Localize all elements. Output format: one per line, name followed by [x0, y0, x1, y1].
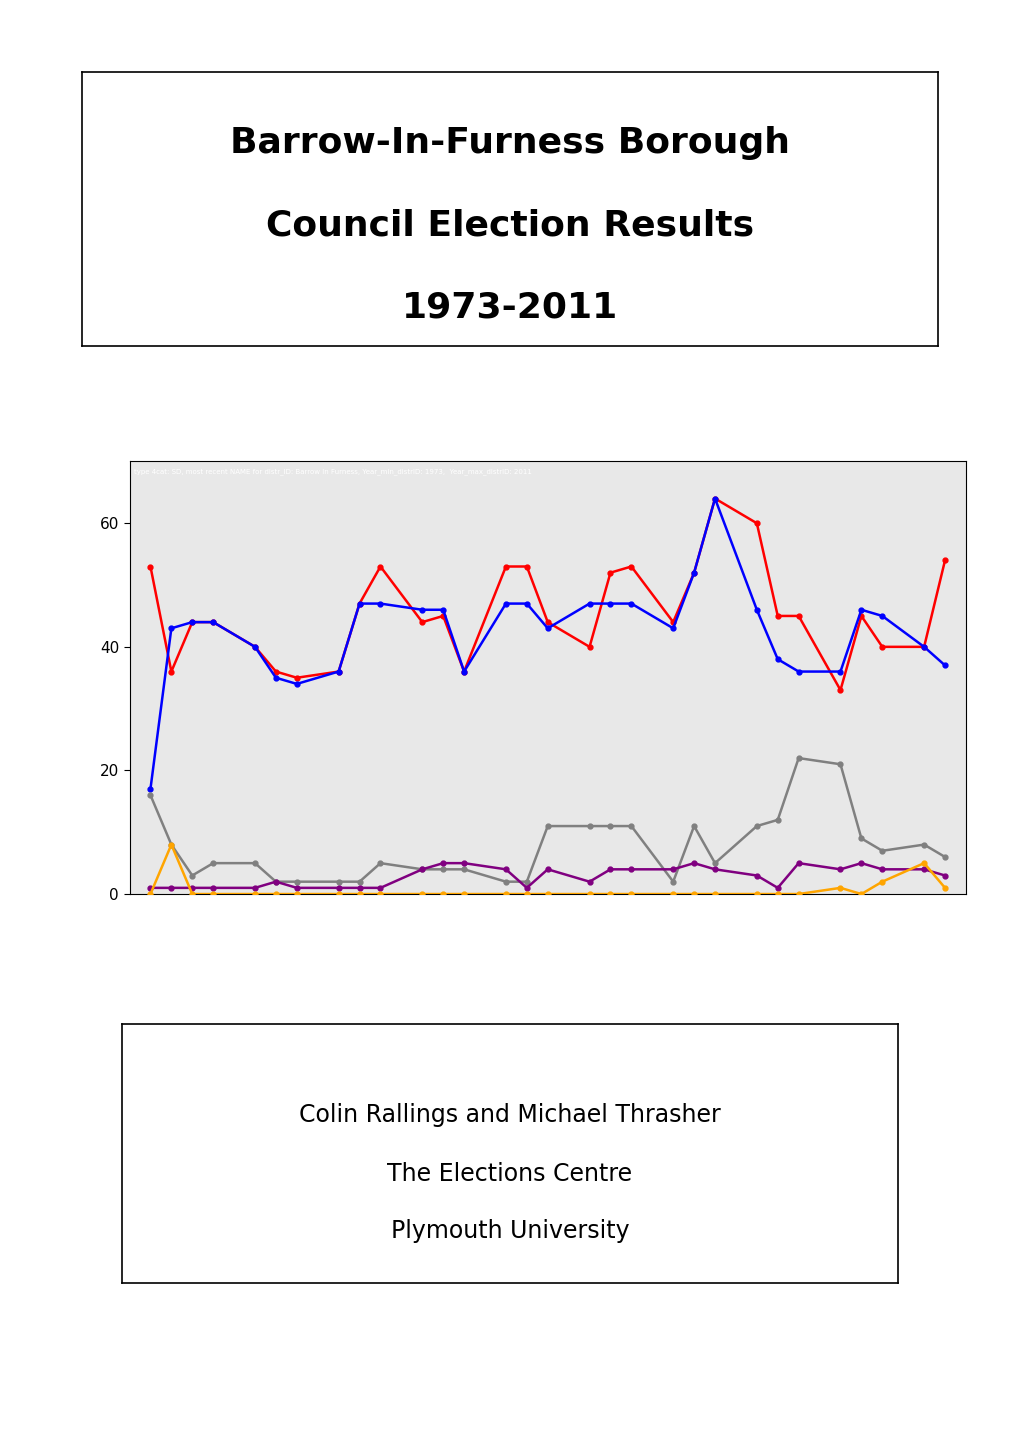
Text: Plymouth University: Plymouth University [390, 1220, 629, 1243]
Text: Colin Rallings and Michael Thrasher: Colin Rallings and Michael Thrasher [299, 1103, 720, 1126]
Text: Council Election Results: Council Election Results [266, 209, 753, 242]
Text: 1973-2011: 1973-2011 [401, 291, 618, 324]
Text: The Elections Centre: The Elections Centre [387, 1162, 632, 1187]
Text: type 4cat: SD, most recent NAME for distr_ID: Barrow In Furness, Year_min_distrI: type 4cat: SD, most recent NAME for dist… [133, 467, 531, 474]
Text: Barrow-In-Furness Borough: Barrow-In-Furness Borough [229, 127, 790, 160]
